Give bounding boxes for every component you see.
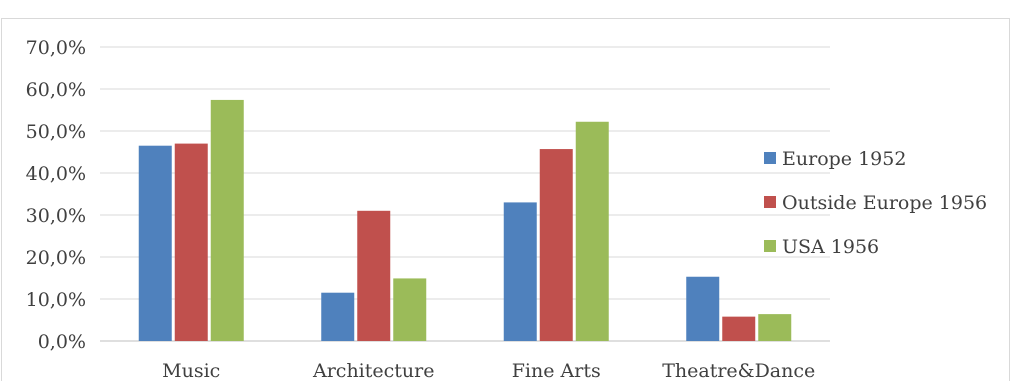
x-axis-categories: Music Architecture Fine Arts Theatre&Dance bbox=[162, 360, 815, 381]
legend-label: Europe 1952 bbox=[782, 148, 906, 170]
y-tick-label: 0,0% bbox=[38, 331, 86, 353]
bar-europe-1952-music bbox=[138, 145, 172, 341]
legend-label: USA 1956 bbox=[782, 236, 879, 258]
bar-europe-1952-theatre-dance bbox=[686, 276, 720, 341]
bar-outside-europe-1956-theatre-dance bbox=[722, 316, 756, 341]
bar-usa-1956-theatre-dance bbox=[758, 314, 792, 341]
bar-usa-1956-music bbox=[210, 99, 244, 341]
bar-usa-1956-architecture bbox=[393, 278, 427, 341]
legend-swatch bbox=[764, 152, 776, 164]
y-tick-label: 60,0% bbox=[26, 79, 86, 101]
y-tick-label: 40,0% bbox=[26, 163, 86, 185]
legend: Europe 1952 Outside Europe 1956 USA 1956 bbox=[764, 148, 987, 258]
x-category-label: Music bbox=[162, 360, 220, 381]
y-tick-label: 30,0% bbox=[26, 205, 86, 227]
bars bbox=[138, 99, 792, 341]
y-tick-label: 50,0% bbox=[26, 121, 86, 143]
y-tick-label: 70,0% bbox=[26, 37, 86, 59]
bar-outside-europe-1956-fine-arts bbox=[539, 149, 573, 341]
bar-europe-1952-fine-arts bbox=[503, 202, 537, 341]
bar-outside-europe-1956-architecture bbox=[357, 210, 391, 341]
x-category-label: Architecture bbox=[312, 360, 434, 381]
bar-outside-europe-1956-music bbox=[174, 143, 208, 341]
y-tick-label: 20,0% bbox=[26, 247, 86, 269]
x-category-label: Theatre&Dance bbox=[662, 360, 815, 381]
chart-frame bbox=[1, 18, 1010, 381]
bar-europe-1952-architecture bbox=[321, 292, 355, 341]
legend-swatch bbox=[764, 240, 776, 252]
gridlines bbox=[100, 46, 830, 342]
bar-usa-1956-fine-arts bbox=[575, 121, 609, 341]
y-axis-ticks: 0,0% 10,0% 20,0% 30,0% 40,0% 50,0% 60,0% 70,0% bbox=[26, 37, 86, 353]
legend-label: Outside Europe 1956 bbox=[782, 192, 987, 214]
x-category-label: Fine Arts bbox=[512, 360, 601, 381]
legend-swatch bbox=[764, 196, 776, 208]
y-tick-label: 10,0% bbox=[26, 289, 86, 311]
